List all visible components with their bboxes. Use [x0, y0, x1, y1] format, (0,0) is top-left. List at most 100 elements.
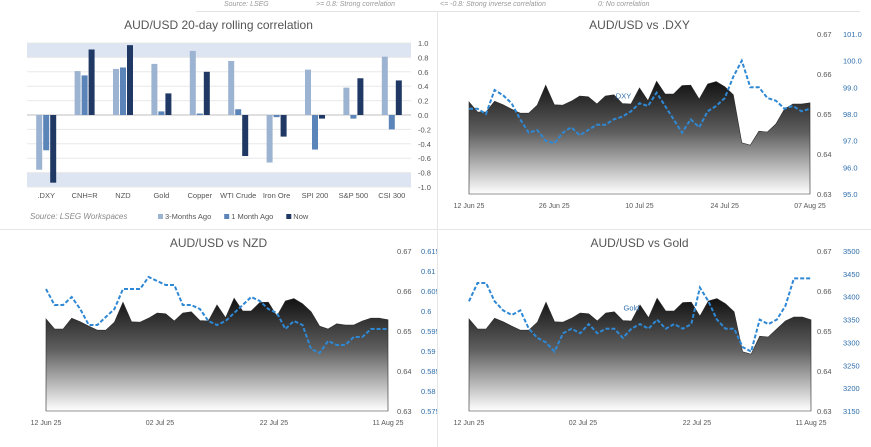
x-tick-label: 11 Aug 25	[372, 420, 403, 427]
bar-now	[127, 45, 133, 115]
right-axis-tick: 0.58	[421, 387, 436, 396]
bar-now	[165, 93, 172, 115]
y-tick-label: -1.0	[418, 183, 431, 192]
x-category-label: Iron Ore	[263, 191, 291, 200]
bar-3-months-ago	[113, 68, 119, 115]
legend-swatch	[224, 214, 230, 219]
aud-nzd-chart: 0.67 0.66 0.65 0.64 0.63 0.615 0.61 0.605 0.6 0.5…	[31, 247, 437, 427]
bar-3-months-ago	[266, 115, 273, 163]
y-tick-label: -0.4	[418, 140, 431, 149]
x-tick-label: 07 Aug 25	[794, 203, 826, 210]
left-axis-tick: 0.67	[817, 247, 832, 256]
legend-swatch	[158, 214, 163, 219]
right-axis-tick: 3500	[843, 247, 860, 256]
left-axis-tick: 0.66	[817, 287, 832, 296]
legend-label: 3-Months Ago	[165, 212, 211, 221]
x-category-label: Copper	[187, 191, 212, 200]
bar-now	[50, 115, 57, 183]
bar-1-month-ago	[81, 75, 88, 115]
bar-3-months-ago	[74, 71, 81, 115]
bar-3-months-ago	[228, 61, 235, 115]
right-axis-tick: 0.59	[421, 347, 436, 356]
chart-title: AUD/USD vs .DXY	[589, 18, 690, 32]
top-source-text: Source: LSEG	[224, 1, 269, 8]
bar-1-month-ago	[120, 67, 126, 115]
aud-dxy-chart: 0.67 0.66 0.65 0.64 0.63 101.0 100.0 99.0 98.0 97…	[454, 30, 862, 210]
x-category-label: SPI 200	[302, 191, 329, 200]
series-label: Gold	[624, 304, 640, 313]
left-axis-tick: 0.66	[397, 287, 412, 296]
bar-now	[280, 115, 287, 137]
right-axis-tick: 3450	[843, 270, 860, 279]
left-axis-tick: 0.65	[817, 327, 832, 336]
aud-gold-chart: 0.67 0.66 0.65 0.64 0.63 3500 3450 3400 3350 3300…	[454, 247, 860, 427]
right-axis-tick: 101.0	[843, 30, 862, 39]
bar-3-months-ago	[305, 69, 311, 115]
right-axis-tick: 96.0	[843, 163, 858, 172]
left-axis-tick: 0.65	[817, 110, 832, 119]
bar-3-months-ago	[189, 50, 196, 115]
bar-now	[395, 80, 402, 115]
left-axis-tick: 0.63	[817, 407, 832, 416]
x-category-label: CSI 300	[378, 191, 405, 200]
y-tick-label: 0.4	[418, 82, 428, 91]
right-axis-tick: 0.575	[421, 407, 437, 416]
chart-title: AUD/USD vs Gold	[590, 236, 689, 250]
y-tick-label: 0.6	[418, 68, 428, 77]
x-tick-label: 22 Jul 25	[260, 420, 289, 427]
aud-vs-gold-panel: AUD/USD vs Gold 0.67 0.66 0.65 0.64 0.63 3500…	[438, 230, 871, 447]
chart-title: AUD/USD vs NZD	[169, 236, 268, 250]
bar-3-months-ago	[381, 56, 388, 115]
top-legend-bar: Source: LSEG >= 0.8: Strong correlation …	[196, 0, 860, 12]
x-category-label: S&P 500	[339, 191, 368, 200]
top-legend-strong: >= 0.8: Strong correlation	[316, 1, 395, 8]
right-axis-tick: 0.615	[421, 247, 437, 256]
right-axis-tick: 99.0	[843, 83, 858, 92]
x-tick-label: 11 Aug 25	[795, 420, 826, 427]
bar-1-month-ago	[43, 115, 50, 151]
correlation-band	[27, 172, 411, 187]
right-axis-tick: 3350	[843, 316, 860, 325]
aud-usd-area	[468, 297, 812, 412]
top-legend-none: 0: No correlation	[598, 1, 650, 8]
panel-divider-horizontal	[0, 229, 871, 230]
left-axis-tick: 0.66	[817, 70, 832, 79]
bar-3-months-ago	[343, 87, 350, 115]
bar-3-months-ago	[36, 115, 43, 170]
bar-3-months-ago	[151, 63, 158, 115]
bar-now	[319, 115, 325, 119]
right-axis-tick: 0.595	[421, 327, 437, 336]
x-tick-label: 02 Jul 25	[569, 420, 598, 427]
bar-now	[88, 49, 95, 116]
bar-now	[242, 115, 249, 157]
comparison-dashed-line	[468, 277, 811, 354]
x-category-label: .DXY	[37, 191, 55, 200]
x-tick-label: 12 Jun 25	[31, 420, 62, 427]
aud-vs-nzd-panel: AUD/USD vs NZD 0.67 0.66 0.65 0.64 0.63 0.615…	[0, 230, 437, 447]
left-axis-tick: 0.63	[817, 190, 832, 199]
right-axis-tick: 3200	[843, 384, 860, 393]
x-tick-label: 22 Jul 25	[683, 420, 712, 427]
left-axis-tick: 0.64	[817, 150, 832, 159]
left-axis-tick: 0.67	[397, 247, 412, 256]
right-axis-tick: 3150	[843, 407, 860, 416]
top-legend-inverse: <= -0.8: Strong inverse correlation	[440, 1, 546, 8]
legend-label: 1 Month Ago	[231, 212, 273, 221]
comparison-dashed-line	[469, 58, 811, 145]
chart-title: AUD/USD 20-day rolling correlation	[124, 18, 313, 32]
series-label: .DXY	[614, 92, 632, 101]
right-axis-tick: 97.0	[843, 137, 858, 146]
right-axis-tick: 0.6	[421, 307, 431, 316]
bar-now	[203, 71, 210, 115]
x-category-label: CNH=R	[72, 191, 99, 200]
right-axis-tick: 100.0	[843, 57, 862, 66]
chart-source-label: Source: LSEG Workspaces	[30, 212, 128, 221]
bar-chart: 1.0 0.8 0.6 0.4 0.2 0.0 -0.2 -0.4 -0.6 -0.8 -1.0 .D…	[27, 39, 431, 221]
bar-1-month-ago	[273, 115, 280, 118]
x-category-label: Gold	[153, 191, 169, 200]
right-axis-tick: 98.0	[843, 110, 858, 119]
bar-1-month-ago	[350, 115, 357, 119]
right-axis-tick: 95.0	[843, 190, 858, 199]
left-axis-tick: 0.64	[397, 367, 412, 376]
left-axis-tick: 0.63	[397, 407, 412, 416]
